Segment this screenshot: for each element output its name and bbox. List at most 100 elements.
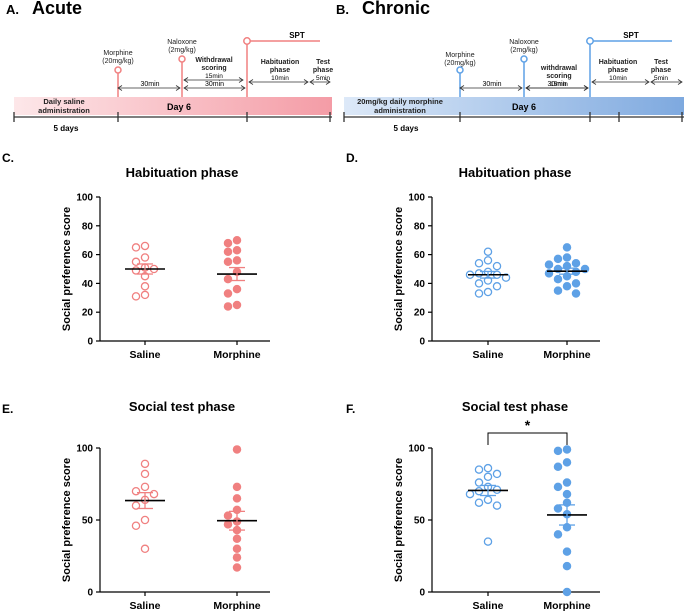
data-point xyxy=(474,279,484,288)
chart-panel: E. Social test phase 0 50 100 Saline Morphine S… xyxy=(2,399,270,612)
chart-title: Habituation phase xyxy=(126,165,239,180)
data-point xyxy=(553,254,563,264)
data-point xyxy=(223,302,233,311)
data-point xyxy=(232,553,242,562)
interval-1-arrow-head-left xyxy=(117,85,123,91)
data-point xyxy=(483,287,493,297)
data-point xyxy=(149,489,159,499)
base-administration-label: 20mg/kg daily morphine administration xyxy=(357,97,443,115)
withdrawal-arrow-head-left xyxy=(525,85,531,91)
duration-label: 5 days xyxy=(394,124,419,133)
data-point xyxy=(553,530,563,539)
timeline-title: Acute xyxy=(32,0,82,18)
test-arrow-head-left xyxy=(309,79,315,85)
timeline-chronic: B. Chronic 20mg/kg daily morphine administr… xyxy=(336,0,684,133)
panel-label: E. xyxy=(2,402,13,416)
naloxone-label: Naloxone (2mg/kg) xyxy=(509,39,539,54)
data-point xyxy=(553,286,563,295)
data-point xyxy=(140,290,150,300)
test-duration: 5min xyxy=(316,75,330,82)
timeline-band xyxy=(344,97,684,115)
data-point xyxy=(232,563,242,572)
data-point xyxy=(492,469,502,479)
data-point xyxy=(492,261,502,271)
data-point xyxy=(474,258,484,268)
habituation-arrow-head-left xyxy=(248,79,254,85)
x-tick-label: Morphine xyxy=(213,600,260,612)
data-point xyxy=(562,243,572,252)
chart-title: Habituation phase xyxy=(459,165,572,180)
data-point xyxy=(232,284,242,294)
interval-1-arrow-head-right xyxy=(517,85,523,91)
withdrawal-duration: 15min xyxy=(205,73,223,80)
interval-1-label: 30min xyxy=(140,81,159,88)
y-tick-label: 100 xyxy=(408,193,425,204)
withdrawal-arrow-head-right xyxy=(238,77,244,83)
data-point xyxy=(140,469,150,479)
data-point xyxy=(223,520,233,529)
y-tick-label: 20 xyxy=(82,308,94,319)
habituation-duration: 10min xyxy=(609,75,627,82)
significance-bracket xyxy=(487,432,568,445)
morphine-pin-head xyxy=(114,66,122,74)
data-point xyxy=(553,504,563,513)
data-point xyxy=(553,274,563,284)
data-point xyxy=(232,482,242,492)
data-point xyxy=(232,445,242,454)
spt-pin-head xyxy=(586,37,594,45)
data-point xyxy=(140,253,150,262)
withdrawal-label: Withdrawal scoring xyxy=(195,57,232,72)
morphine-pin-head xyxy=(456,66,464,74)
panel-label: B. xyxy=(336,2,349,17)
timeline-acute: A. Acute Daily saline administration Day 6 5 … xyxy=(6,0,333,133)
y-tick-label: 0 xyxy=(419,588,425,599)
chart-panel: F. Social test phase 0 50 100 Saline Morphine S… xyxy=(346,399,600,612)
data-point xyxy=(232,256,242,265)
withdrawal-arrow-head-left xyxy=(183,77,189,83)
data-point xyxy=(562,547,572,556)
panel-label: A. xyxy=(6,2,19,17)
data-point xyxy=(562,282,572,291)
chart-title: Social test phase xyxy=(462,399,568,414)
y-tick-label: 40 xyxy=(82,279,94,290)
data-point xyxy=(562,445,572,454)
x-tick-label: Saline xyxy=(130,600,161,612)
data-point xyxy=(571,289,581,298)
data-point xyxy=(223,289,233,298)
x-tick-label: Morphine xyxy=(543,349,590,361)
data-point xyxy=(131,266,141,275)
data-point xyxy=(562,489,572,499)
data-point xyxy=(223,238,233,248)
y-tick-label: 50 xyxy=(82,516,94,527)
data-point xyxy=(223,274,233,284)
test-duration: 5min xyxy=(654,75,668,82)
panel-label: C. xyxy=(2,151,14,165)
y-tick-label: 100 xyxy=(76,444,93,455)
data-point xyxy=(223,257,233,267)
interval-2-arrow-head-right xyxy=(240,85,246,91)
test-label: Test phase xyxy=(651,59,671,74)
data-point xyxy=(140,544,150,554)
base-administration-label: Daily saline administration xyxy=(38,97,90,115)
data-point xyxy=(562,458,572,467)
chart-title: Social test phase xyxy=(129,399,235,414)
panel-label: D. xyxy=(346,151,358,165)
data-point xyxy=(553,482,563,492)
test-label: Test phase xyxy=(313,59,333,74)
data-point xyxy=(232,544,242,554)
x-tick-label: Morphine xyxy=(213,349,260,361)
data-point xyxy=(562,478,572,487)
data-point xyxy=(232,534,242,543)
withdrawal-arrow-head-right xyxy=(583,85,589,91)
data-point xyxy=(131,292,141,301)
y-axis-label: Social preference score xyxy=(61,207,73,331)
data-point xyxy=(140,459,150,469)
significance-marker: * xyxy=(525,417,531,433)
data-point xyxy=(232,246,242,255)
x-tick-label: Saline xyxy=(473,349,504,361)
timeline-title: Chronic xyxy=(362,0,430,18)
y-tick-label: 40 xyxy=(414,279,426,290)
data-point xyxy=(465,489,475,499)
day-label: Day 6 xyxy=(167,102,191,112)
data-point xyxy=(544,260,554,269)
